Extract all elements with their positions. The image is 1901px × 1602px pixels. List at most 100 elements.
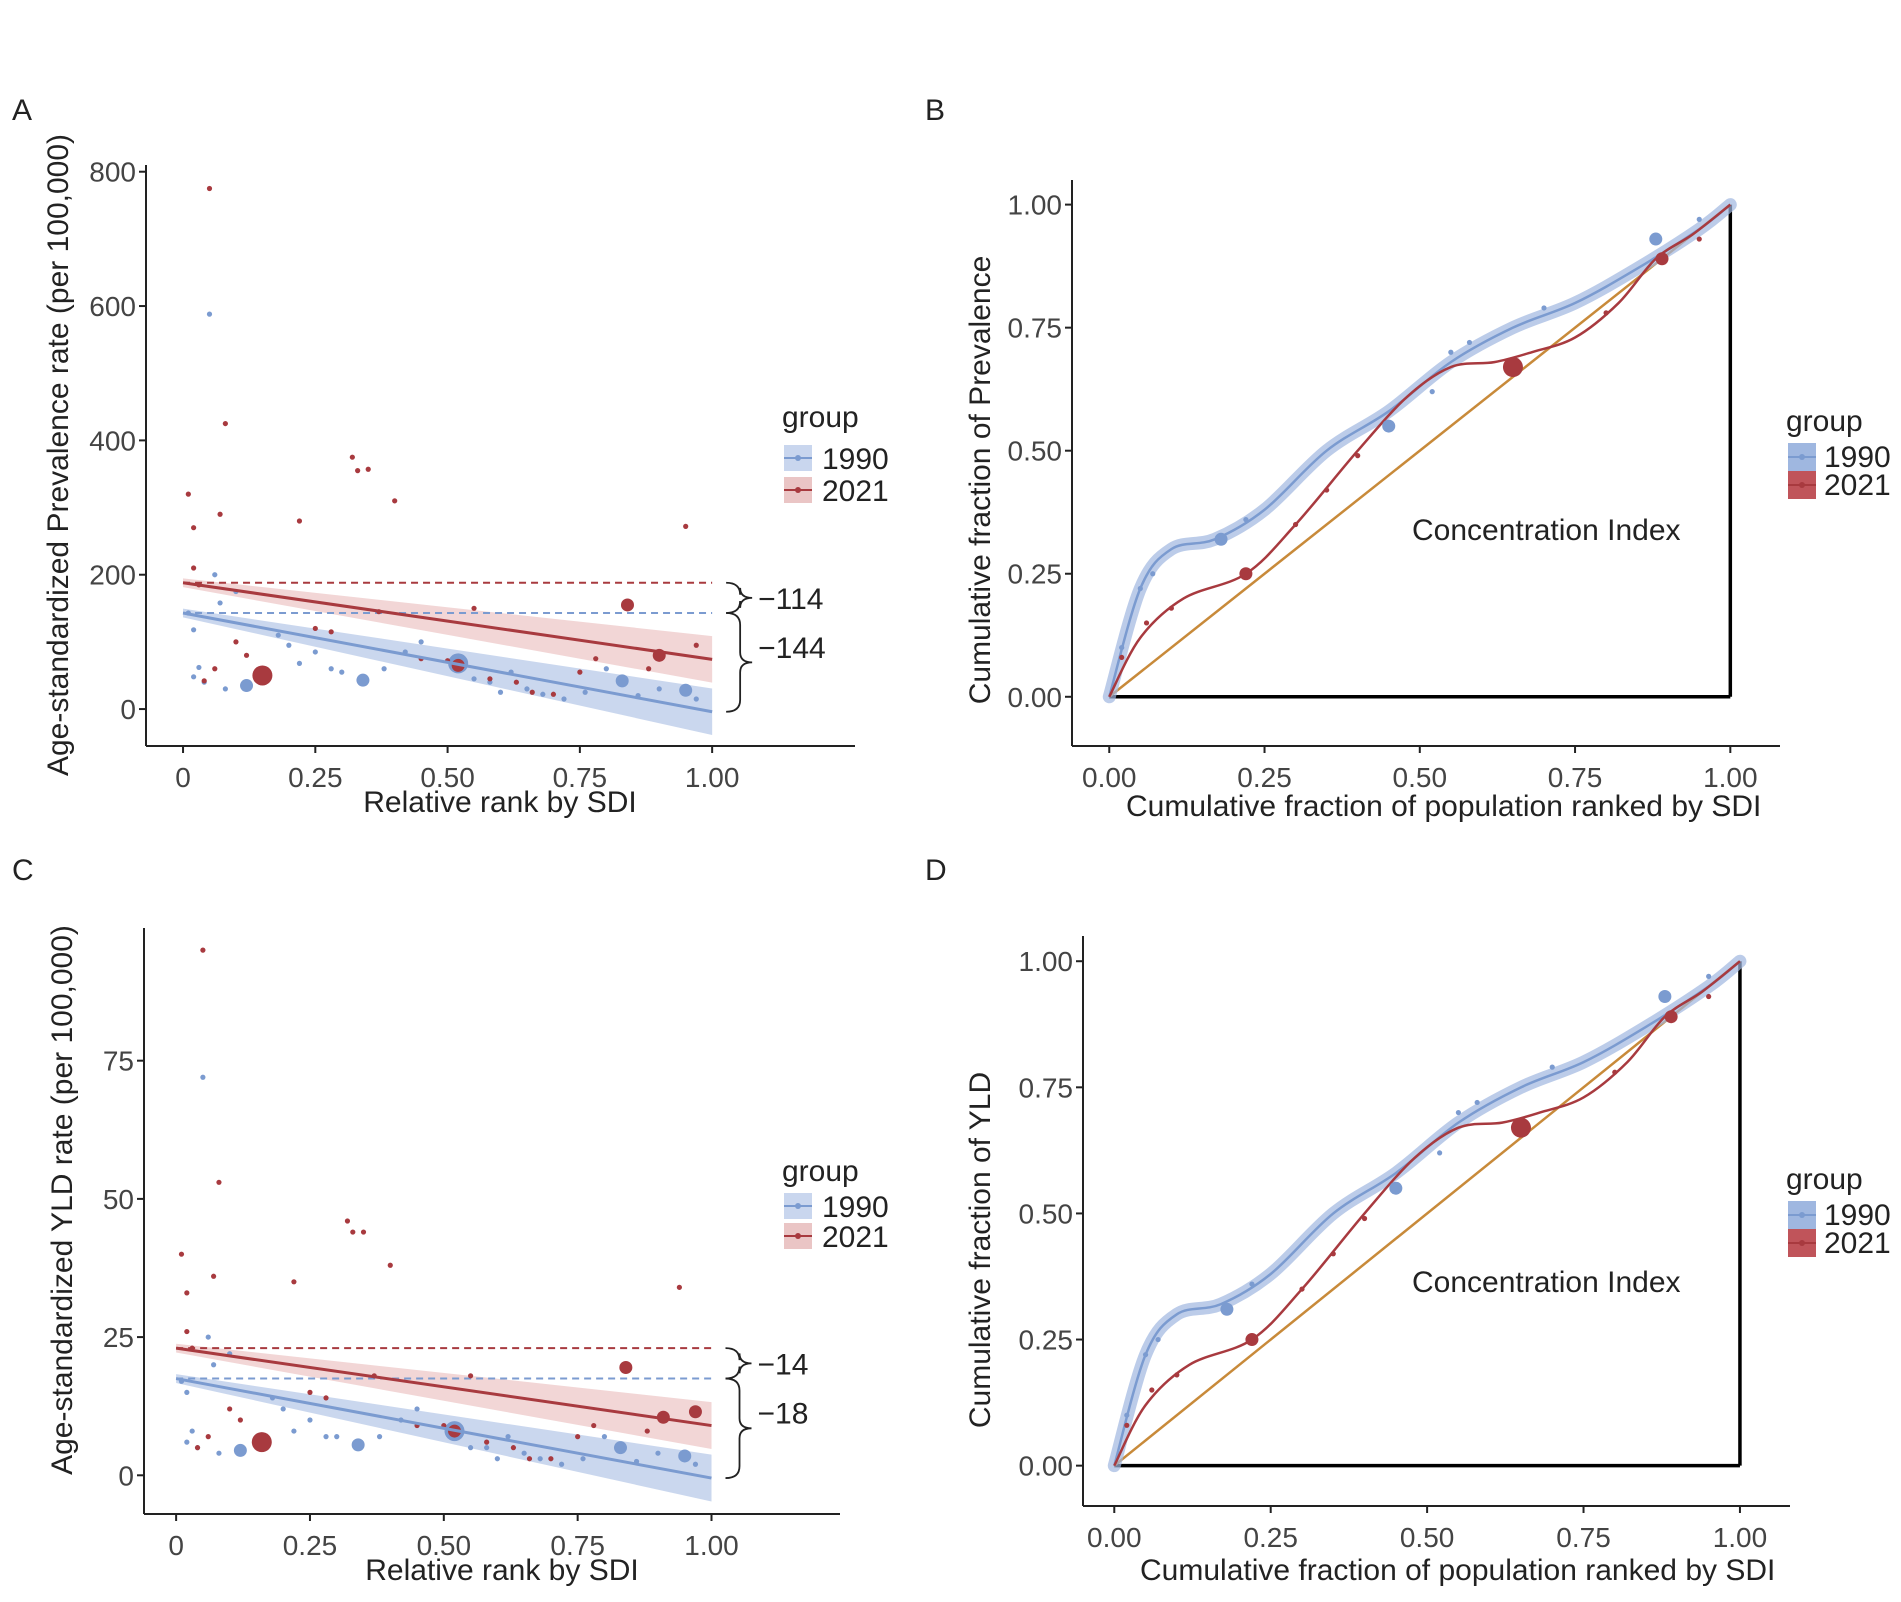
panel-label-d: D — [925, 854, 947, 887]
panel-a-ticks: 0 0.25 0.50 0.75 1.00 0 200 400 600 800 — [89, 157, 739, 793]
panel-a-point-1990 — [328, 666, 334, 672]
panel-d-point-1990 — [1549, 1064, 1555, 1070]
panel-d-point-2021 — [1124, 1422, 1130, 1428]
panel-d-plot — [1107, 954, 1747, 1473]
panel-a-point-2021 — [185, 491, 191, 497]
panel-a-point-2021 — [646, 666, 652, 672]
panel-c-point-1990 — [323, 1434, 329, 1440]
panel-c-point-2021 — [510, 1445, 517, 1451]
panel-c-point-1990 — [205, 1334, 211, 1340]
panel-b-point-1990 — [1696, 216, 1702, 222]
panel-d-ytick-label: 1.00 — [1019, 946, 1074, 977]
panel-c-xlabel: Relative rank by SDI — [365, 1554, 638, 1587]
panel-d-xtick-label: 0.50 — [1400, 1522, 1455, 1553]
panel-c-ci-band-1990 — [176, 1374, 712, 1502]
panel-b-point-1990 — [1541, 305, 1547, 311]
panel-a-point-1990 — [656, 686, 662, 692]
panel-d-point-1990 — [1155, 1336, 1161, 1343]
panel-d-point-2021 — [1706, 993, 1712, 1000]
panel-label-a: A — [12, 94, 32, 127]
panel-a-point-2021 — [252, 665, 273, 686]
panel-d-ytick-label: 0.75 — [1019, 1072, 1074, 1103]
panel-a-legend-title: group — [782, 401, 859, 434]
panel-a-point-2021 — [212, 666, 218, 672]
panel-c-point-1990 — [692, 1461, 699, 1467]
panel-a-point-1990 — [217, 600, 223, 606]
panel-c-braces: −14 −18 — [725, 1347, 808, 1479]
panel-b-curve-1990 — [1108, 203, 1732, 698]
panel-b-point-1990 — [1382, 419, 1396, 433]
panel-b-point-2021 — [1502, 357, 1523, 378]
panel-d-point-1990 — [1389, 1181, 1403, 1195]
panel-b: 0.00 0.25 0.50 0.75 1.00 0.00 0.25 0.50 0.75 1.00… — [964, 180, 1891, 823]
panel-b-title: Concentration Index — [1412, 514, 1681, 547]
panel-a-point-2021 — [233, 639, 239, 645]
panel-a-brace-lower — [726, 612, 753, 713]
panel-a-legend-dot-1990 — [795, 455, 801, 461]
panel-c-point-2021 — [200, 947, 206, 953]
panel-c-point-1990 — [414, 1406, 420, 1412]
panel-c-point-1990 — [291, 1428, 297, 1434]
panel-a-point-2021 — [620, 598, 634, 612]
panel-d-xtick-label: 0.25 — [1243, 1522, 1298, 1553]
panel-c-point-2021 — [344, 1218, 351, 1224]
panel-c-point-1990 — [376, 1434, 383, 1440]
panel-c-point-2021 — [676, 1284, 682, 1290]
panel-c-ytick-label: 25 — [103, 1322, 134, 1353]
panel-b-xlabel: Cumulative fraction of population ranked… — [1126, 790, 1761, 823]
panel-a-point-1990 — [286, 642, 292, 648]
panel-b-equality-line — [1108, 203, 1732, 698]
panel-b-point-2021 — [1292, 521, 1299, 528]
panel-b-point-1990 — [1214, 532, 1228, 546]
panel-a-point-2021 — [328, 629, 334, 635]
panel-b-xtick-label: 0.50 — [1393, 762, 1448, 793]
panel-c-ticks: 0 0.25 0.50 0.75 1.00 0 25 50 75 — [103, 1046, 739, 1561]
panel-b-curve-2021 — [1108, 203, 1732, 698]
panel-c-point-2021 — [291, 1279, 297, 1285]
panel-d-curve-1990 — [1113, 960, 1741, 1466]
panel-c-point-1990 — [484, 1445, 490, 1451]
panel-a-point-2021 — [392, 498, 398, 504]
panel-c-point-1990 — [655, 1450, 661, 1456]
panel-c-point-2021 — [467, 1373, 474, 1379]
panel-c-fit-line-1990 — [175, 1377, 712, 1480]
panel-b-point-2021 — [1696, 236, 1702, 242]
panel-a-gap-label-upper: −114 — [758, 583, 823, 616]
panel-a-point-1990 — [497, 689, 504, 695]
panel-a-ci-band-2021 — [183, 578, 713, 683]
panel-c-point-2021 — [575, 1434, 581, 1440]
panel-a-point-1990 — [524, 686, 530, 692]
panel-a-point-1990 — [339, 669, 345, 675]
panel-c-xtick-label: 0.25 — [283, 1530, 338, 1561]
panel-d-title: Concentration Index — [1412, 1266, 1681, 1299]
panel-b-ylabel: Cumulative fraction of Prevalence — [964, 256, 997, 705]
panel-b-point-2021 — [1143, 620, 1150, 626]
panel-a-point-2021 — [349, 454, 355, 460]
panel-b-legend-dot-2021 — [1799, 482, 1805, 488]
panel-c-point-1990 — [521, 1450, 527, 1456]
panel-a-point-1990 — [418, 639, 424, 645]
panel-c-legend-dot-1990 — [795, 1203, 801, 1209]
panel-b-point-1990 — [1119, 644, 1125, 651]
panel-a-point-1990 — [561, 696, 567, 702]
panel-d-point-1990 — [1437, 1150, 1443, 1156]
panel-c-point-2021 — [387, 1262, 393, 1268]
panel-c-point-1990 — [537, 1456, 543, 1462]
panel-a-fit-line-2021 — [182, 581, 713, 661]
panel-d-ytick-label: 0.25 — [1019, 1325, 1074, 1356]
panel-b-point-2021 — [1239, 567, 1253, 581]
panel-b-ytick-label: 0.50 — [1008, 436, 1063, 467]
panel-a-point-1990 — [212, 572, 218, 578]
panel-a-ytick-label: 600 — [89, 291, 136, 322]
panel-c-fit-line-2021 — [175, 1346, 712, 1428]
panel-a-point-2021 — [191, 565, 197, 571]
panel-a-point-2021 — [312, 625, 318, 632]
panel-a-brace-upper — [726, 581, 753, 614]
panel-d-point-1990 — [1474, 1099, 1480, 1106]
panel-c-point-2021 — [548, 1456, 554, 1462]
panel-d-point-1990 — [1658, 990, 1672, 1004]
panel-c-point-2021 — [194, 1445, 201, 1451]
panel-b-plot — [1102, 198, 1737, 704]
panel-c-point-1990 — [334, 1434, 340, 1440]
